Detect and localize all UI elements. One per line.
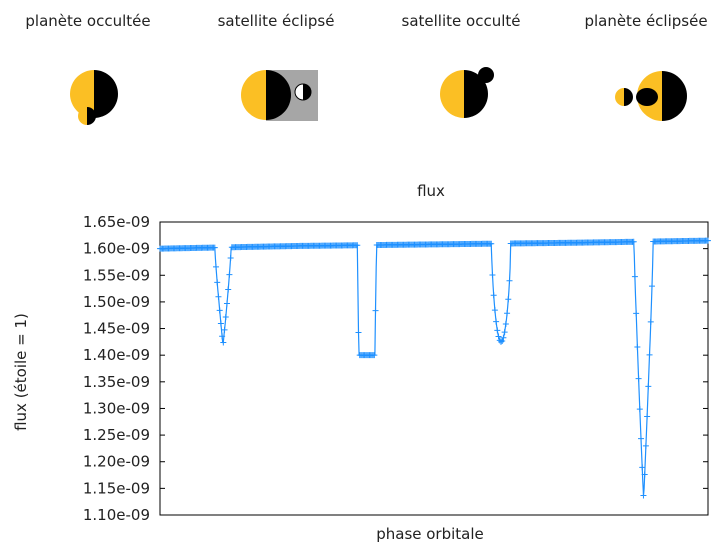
series-line: [160, 240, 709, 496]
x-axis-label: phase orbitale: [376, 525, 484, 543]
y-tick-label: 1.50e-09: [83, 293, 150, 311]
planet-disc: [70, 70, 118, 118]
panel-label-planete-eclipsee: planète éclipsée: [584, 12, 708, 30]
data-point: [631, 273, 638, 280]
data-point: [227, 255, 234, 262]
panel-figure-planete-eclipsee: [615, 71, 687, 121]
y-axis-label: flux (étoile = 1): [12, 313, 30, 431]
panel-label-planete-occultee: planète occultée: [25, 12, 151, 30]
moon-disc: [294, 83, 312, 101]
y-tick-label: 1.15e-09: [83, 479, 150, 497]
series-flux: [157, 237, 711, 499]
data-point: [226, 271, 233, 278]
data-point: [505, 296, 512, 303]
data-point: [504, 310, 511, 317]
moon-disc: [478, 67, 494, 83]
data-point: [214, 279, 221, 286]
data-point: [489, 272, 496, 279]
data-point: [647, 318, 654, 325]
plot-area: [159, 221, 709, 516]
data-point: [506, 277, 513, 284]
y-tick-label: 1.20e-09: [83, 453, 150, 471]
data-point: [502, 320, 509, 327]
planet-disc: [440, 70, 488, 118]
data-point: [635, 375, 642, 382]
data-point: [644, 413, 651, 420]
moon-disc: [78, 107, 96, 125]
data-point: [641, 471, 648, 478]
data-point: [645, 383, 652, 390]
data-point: [646, 351, 653, 358]
data-point: [491, 307, 498, 314]
y-tick-label: 1.65e-09: [83, 213, 150, 231]
data-point: [372, 307, 379, 314]
data-point: [638, 435, 645, 442]
moon-shadow: [636, 88, 658, 106]
data-point: [497, 338, 504, 345]
y-tick-label: 1.40e-09: [83, 346, 150, 364]
y-tick-label: 1.45e-09: [83, 320, 150, 338]
moon-disc: [615, 88, 633, 106]
y-tick-label: 1.30e-09: [83, 399, 150, 417]
data-point: [488, 240, 495, 247]
planet-lit-half: [70, 70, 94, 118]
data-point: [495, 333, 502, 340]
panel-figure-planete-occultee: [70, 70, 118, 125]
data-point: [354, 242, 361, 249]
data-point: [225, 286, 232, 293]
data-point: [636, 406, 643, 413]
y-tick-label: 1.35e-09: [83, 373, 150, 391]
data-point: [705, 237, 711, 244]
planet-disc: [241, 70, 291, 120]
data-point: [640, 492, 647, 499]
data-point: [490, 292, 497, 299]
data-point: [633, 310, 640, 317]
data-point: [221, 326, 228, 333]
data-point: [494, 327, 501, 334]
y-tick-label: 1.10e-09: [83, 506, 150, 524]
data-point: [219, 333, 226, 340]
data-point: [211, 244, 218, 251]
y-axis-ticks: 1.10e-09 1.15e-09 1.20e-09 1.25e-09 1.30e-09…: [83, 213, 708, 524]
y-tick-label: 1.60e-09: [83, 240, 150, 258]
data-point: [213, 263, 220, 270]
data-point: [215, 293, 222, 300]
data-point: [499, 337, 506, 344]
data-point: [642, 442, 649, 449]
data-point: [220, 339, 227, 346]
panel-figure-satellite-occulte: [440, 67, 494, 118]
data-point: [371, 352, 378, 359]
panel-figure-satellite-eclipse: [241, 70, 318, 121]
data-point: [355, 329, 362, 336]
y-tick-label: 1.55e-09: [83, 266, 150, 284]
data-point: [501, 329, 508, 336]
chart-title: flux: [417, 182, 445, 200]
panel-label-satellite-eclipse: satellite éclipsé: [217, 12, 335, 30]
planet-disc: [636, 71, 687, 121]
data-point: [223, 300, 230, 307]
data-point: [634, 343, 641, 350]
y-tick-label: 1.25e-09: [83, 426, 150, 444]
data-point: [648, 283, 655, 290]
data-point: [630, 238, 637, 245]
data-point: [639, 464, 646, 471]
data-point: [500, 334, 507, 341]
panel-label-satellite-occulte: satellite occulté: [401, 12, 521, 30]
planet-dark-half: [94, 70, 118, 118]
data-point: [217, 320, 224, 327]
data-point: [493, 318, 500, 325]
data-point: [216, 307, 223, 314]
data-point: [222, 313, 229, 320]
